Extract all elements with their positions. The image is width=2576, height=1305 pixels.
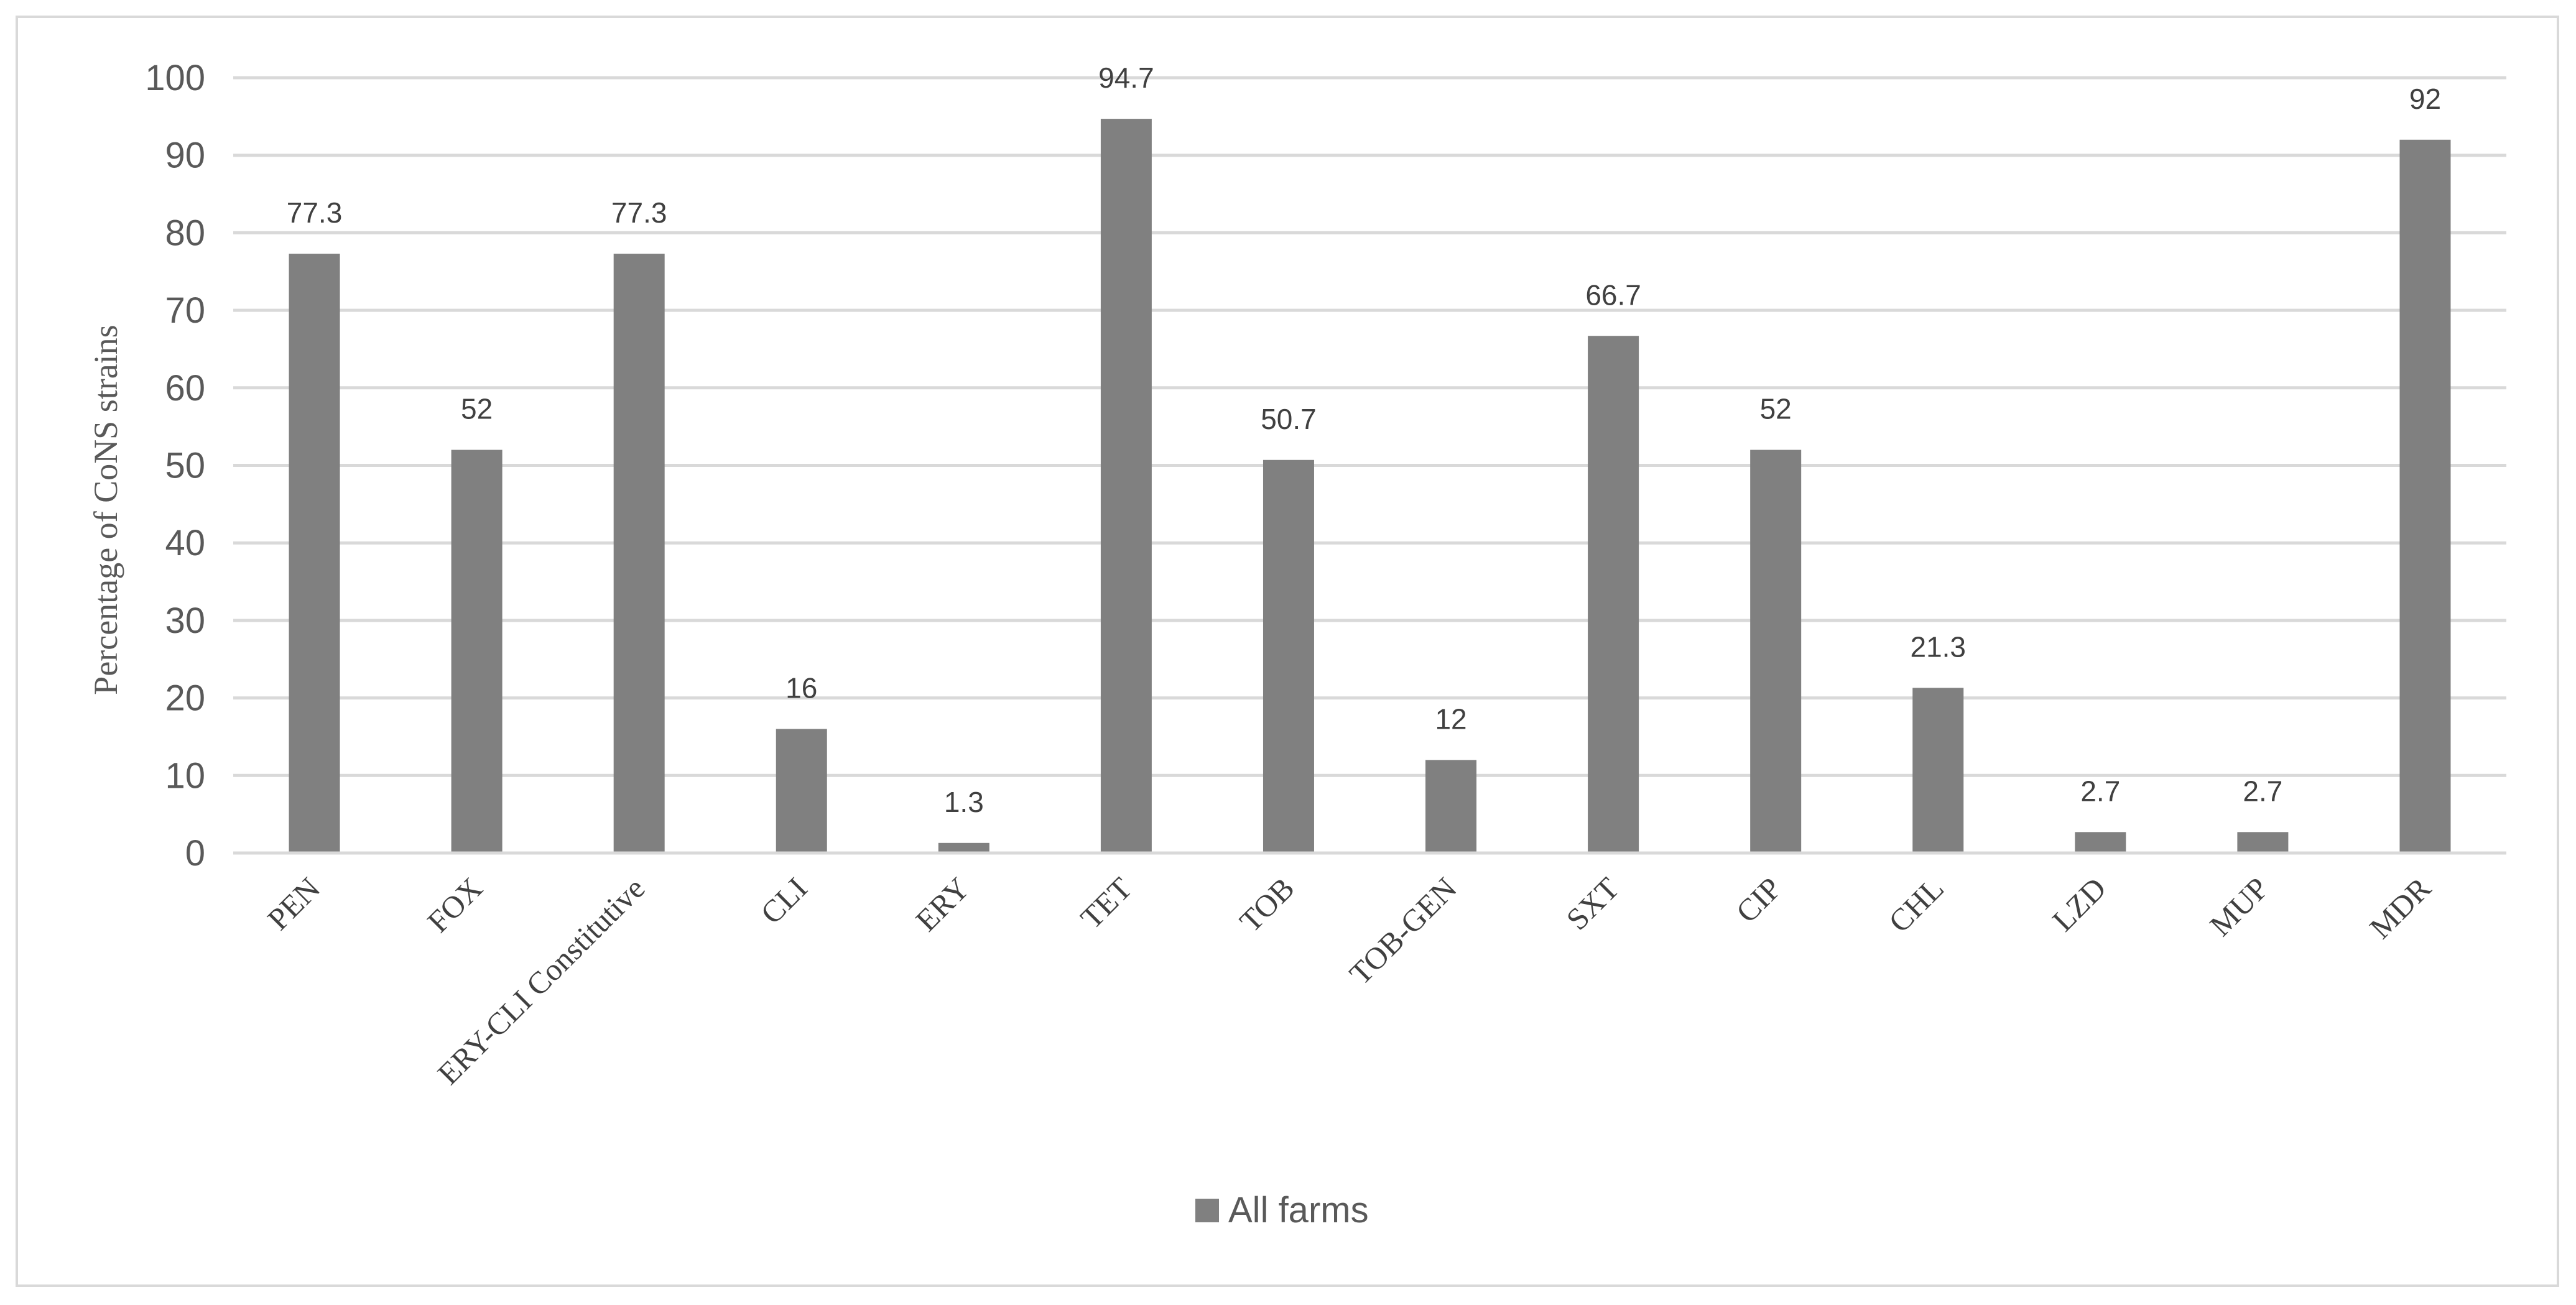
y-tick-label-20: 20 [165,678,205,719]
x-category-label-tob: TOB [1233,870,1301,939]
data-label-lzd: 2.7 [2080,775,2120,807]
y-tick-label-80: 80 [165,213,205,253]
x-category-label-pen: PEN [261,870,327,936]
data-label-ery-cli-constitutive: 77.3 [611,196,667,229]
gridlines [233,76,2506,777]
x-category-label-fox: FOX [420,870,489,939]
y-tick-label-90: 90 [165,136,205,176]
data-label-tob: 50.7 [1261,403,1317,435]
y-axis-ticks: 0 10 20 30 40 50 60 70 80 90 100 [145,58,205,874]
bar-pen [289,254,340,854]
data-label-pen: 77.3 [287,196,343,229]
data-label-cli: 16 [785,671,817,704]
bar-cli [776,729,827,853]
y-tick-label-60: 60 [165,368,205,408]
y-axis-title: Percentage of CoNS strains [87,325,124,694]
x-category-label-ery: ERY [909,870,976,938]
x-category-label-mdr: MDR [2363,870,2438,946]
y-tick-label-50: 50 [165,446,205,486]
bar-tob [1263,459,1314,853]
y-tick-label-0: 0 [185,833,205,874]
data-label-chl: 21.3 [1910,630,1966,663]
bar-chl [1912,688,1964,853]
y-tick-label-10: 10 [165,755,205,796]
data-label-sxt: 66.7 [1585,279,1641,311]
legend-swatch [1195,1199,1219,1222]
y-tick-label-70: 70 [165,290,205,331]
x-category-label-chl: CHL [1882,870,1950,939]
data-label-mup: 2.7 [2243,775,2282,807]
bar-lzd [2075,832,2126,853]
legend: All farms [1195,1190,1369,1230]
data-label-ery: 1.3 [944,786,984,818]
x-category-label-cli: CLI [754,870,814,931]
data-label-mdr: 92 [2409,83,2441,115]
data-label-tob-gen: 12 [1435,703,1466,735]
bar-mup [2237,832,2289,853]
x-category-label-sxt: SXT [1559,870,1625,936]
data-label-fox: 52 [461,393,493,425]
bar-fox [451,450,503,853]
data-label-cip: 52 [1760,393,1792,425]
legend-label-all-farms: All farms [1228,1190,1369,1230]
bar-ery-cli-constitutive [613,254,665,854]
y-tick-label-30: 30 [165,601,205,641]
bar-mdr [2399,139,2451,853]
bar-sxt [1588,336,1639,853]
x-category-label-tob-gen: TOB-GEN [1343,870,1463,991]
bars [289,119,2451,854]
x-category-label-mup: MUP [2203,870,2275,943]
x-category-label-tet: TET [1073,870,1138,935]
data-labels: 77.3 52 77.3 16 1.3 94.7 50.7 12 66.7 52 21.3 2.7 2.… [287,62,2441,818]
y-tick-label-40: 40 [165,523,205,563]
y-tick-label-100: 100 [145,58,205,98]
x-category-label-cip: CIP [1729,870,1788,929]
bar-tob-gen [1425,760,1477,853]
bar-cip [1750,450,1802,853]
x-category-label-lzd: LZD [2046,870,2113,938]
bar-ery [938,842,989,853]
data-label-tet: 94.7 [1098,62,1154,94]
bar-tet [1100,119,1152,853]
